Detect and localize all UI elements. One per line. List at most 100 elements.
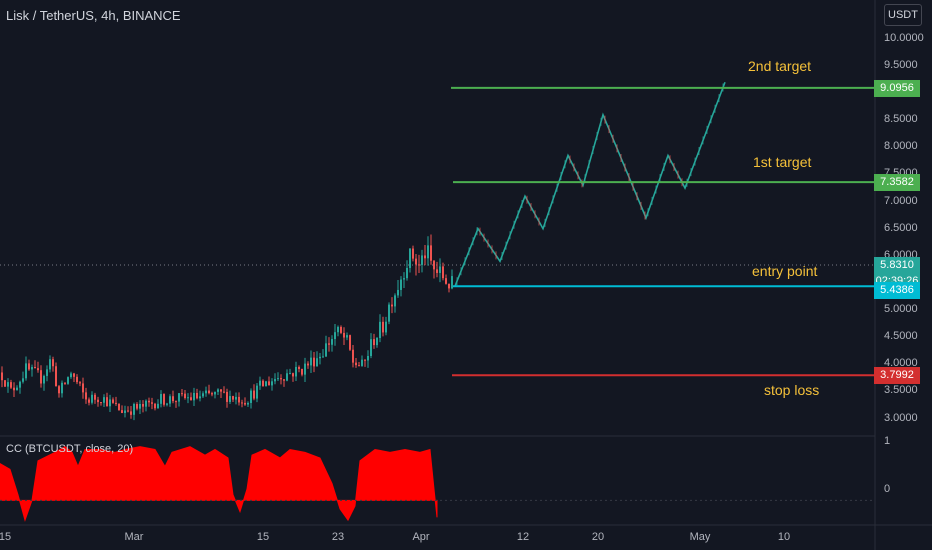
time-tick: 15 [256, 531, 270, 543]
candle-body [124, 410, 126, 413]
candle-body [406, 267, 408, 279]
stop-loss-annotation: stop loss [764, 382, 820, 398]
candle-body [337, 326, 339, 333]
candle-body [64, 382, 66, 384]
candle-body [46, 369, 48, 376]
candle-body [13, 387, 15, 391]
current-price-label: 5.8310 [874, 257, 920, 274]
candle-body [364, 359, 366, 361]
candle-body [202, 393, 204, 397]
candle-body [304, 363, 306, 375]
candle-body [196, 392, 198, 399]
candle-body [376, 337, 378, 346]
price-tick: 9.5000 [884, 58, 918, 71]
time-tick: 12 [516, 531, 530, 543]
candle-body [340, 326, 342, 333]
candle-body [451, 276, 453, 289]
candle-body [256, 385, 258, 399]
stop-loss-price-label: 3.7992 [874, 367, 920, 385]
candle-body [223, 391, 225, 393]
price-tick: 10.0000 [884, 31, 924, 44]
candle-body [232, 396, 234, 400]
candle-body [151, 402, 153, 404]
time-tick: Mar [124, 531, 144, 543]
candle-body [193, 392, 195, 401]
candle-body [448, 283, 450, 289]
candle-body [220, 389, 222, 392]
candle-body [103, 397, 105, 403]
candle-body [52, 359, 54, 367]
time-tick: May [689, 531, 711, 543]
time-tick: Apr [412, 531, 430, 543]
candle-body [229, 396, 231, 402]
candle-body [166, 403, 168, 405]
candle-body [382, 321, 384, 333]
candle-body [205, 390, 207, 394]
candle-body [346, 335, 348, 338]
candle-body [94, 394, 96, 400]
candle-body [307, 363, 309, 366]
price-tick: 4.0000 [884, 357, 918, 370]
candle-body [10, 382, 12, 388]
candle-body [415, 258, 417, 265]
indicator-title: CC (BTCUSDT, close, 20) [6, 443, 134, 455]
candle-body [430, 245, 432, 261]
candle-body [190, 397, 192, 401]
candle-body [121, 410, 123, 413]
price-tick: 3.0000 [884, 411, 918, 424]
candle-body [139, 403, 141, 409]
price-tick: 3.5000 [884, 384, 918, 397]
candle-body [211, 393, 213, 395]
indicator-tick: 1 [884, 435, 891, 447]
candle-body [400, 279, 402, 290]
candle-body [439, 266, 441, 273]
candle-body [142, 403, 144, 407]
candle-body [313, 357, 315, 367]
candle-body [283, 379, 285, 381]
candle-body [91, 394, 93, 403]
price-tick: 8.0000 [884, 140, 918, 153]
candles-group [1, 234, 453, 421]
candle-body [118, 403, 120, 411]
candle-body [208, 390, 210, 394]
candle-body [295, 366, 297, 377]
candle-body [157, 403, 159, 409]
candle-body [421, 255, 423, 265]
candle-body [4, 380, 6, 387]
candle-body [334, 332, 336, 340]
candle-body [61, 382, 63, 394]
indicator-group [0, 446, 875, 522]
candle-body [268, 381, 270, 386]
candle-body [367, 356, 369, 361]
first-target-price-label: 7.3582 [874, 174, 920, 192]
candle-body [409, 248, 411, 268]
candle-body [145, 400, 147, 407]
candle-body [394, 295, 396, 307]
candle-body [292, 373, 294, 377]
candle-body [328, 343, 330, 345]
candle-body [148, 400, 150, 403]
candle-body [259, 380, 261, 386]
candle-body [355, 362, 357, 366]
candle-body [115, 402, 117, 404]
candle-body [109, 399, 111, 407]
candle-body [70, 373, 72, 378]
candle-body [412, 248, 414, 259]
candle-body [316, 358, 318, 367]
time-tick: 10 [777, 531, 791, 543]
candle-body [73, 373, 75, 377]
candle-body [133, 404, 135, 415]
currency-button[interactable]: USDT [884, 4, 922, 26]
second-target-price-label: 9.0956 [874, 79, 920, 97]
candle-body [112, 399, 114, 403]
candle-body [136, 404, 138, 409]
candle-body [388, 304, 390, 322]
time-tick: 20 [591, 531, 605, 543]
candle-body [178, 393, 180, 402]
candle-body [349, 335, 351, 350]
candle-body [343, 332, 345, 338]
candle-body [370, 339, 372, 357]
candle-body [391, 304, 393, 307]
candle-body [280, 378, 282, 380]
